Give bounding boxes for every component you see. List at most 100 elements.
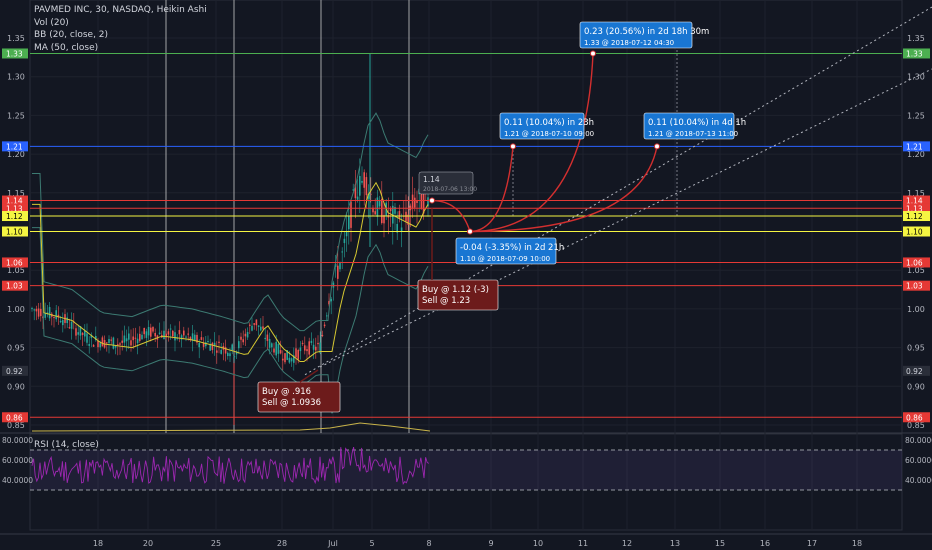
level-tag-left xyxy=(2,203,28,214)
candle-body xyxy=(343,238,346,244)
target-mid-callout-box xyxy=(499,112,585,140)
candle-body xyxy=(365,177,368,196)
candle-body xyxy=(141,334,143,340)
candle-body xyxy=(337,265,339,279)
trend-line xyxy=(319,68,932,368)
candle-body xyxy=(77,332,79,335)
level-tag-right xyxy=(903,412,930,423)
rsi-tick-right: 80.0000 xyxy=(905,436,932,445)
candle-body xyxy=(37,308,40,317)
candle-body xyxy=(400,227,403,232)
candle-body xyxy=(123,335,126,343)
candle-body xyxy=(55,310,57,320)
candle-body xyxy=(92,344,95,347)
candle-body xyxy=(174,332,176,341)
price-tick-right: 1.35 xyxy=(907,34,925,43)
price-tick-left: 1.00 xyxy=(7,305,25,314)
candle-body xyxy=(381,198,383,224)
candle-body xyxy=(169,328,172,330)
time-tick: 11 xyxy=(578,539,588,548)
candle-body xyxy=(416,200,418,203)
candle-body xyxy=(414,197,416,208)
candle-body xyxy=(183,330,185,336)
candle-body xyxy=(271,343,273,348)
candle-body xyxy=(136,338,139,344)
candle-body xyxy=(101,337,104,347)
projection-arc xyxy=(469,53,594,233)
rsi-legend: RSI (14, close) xyxy=(34,440,99,450)
candle-body xyxy=(354,184,357,199)
candle-body xyxy=(48,306,51,319)
candle-body xyxy=(44,313,46,318)
price-tick-left: 1.05 xyxy=(7,266,25,275)
level-tag-left xyxy=(2,226,28,237)
candle-body xyxy=(411,194,414,209)
candle-body xyxy=(57,314,60,318)
price-tick-left: 1.25 xyxy=(7,111,25,120)
candle-body xyxy=(341,251,343,253)
candle-body xyxy=(152,327,154,332)
candle-body xyxy=(407,214,409,225)
candle-body xyxy=(53,317,55,319)
candle-body xyxy=(231,344,233,351)
candle-body xyxy=(370,193,372,195)
candle-body xyxy=(273,348,275,353)
price-label-value: 1.14 xyxy=(423,175,440,184)
dip-callout-box xyxy=(455,237,557,265)
candle-body xyxy=(389,208,392,212)
target-top-callout-line2: 1.33 @ 2018-07-12 04:30 xyxy=(584,39,674,47)
candle-body xyxy=(35,308,38,312)
candle-body xyxy=(242,339,244,343)
candle-body xyxy=(99,343,101,348)
anchor-point xyxy=(654,143,660,150)
time-tick: 20 xyxy=(143,539,153,548)
level-tag-left xyxy=(2,141,28,152)
level-tag-right xyxy=(903,257,930,268)
candle-body xyxy=(330,298,332,302)
candle-body xyxy=(282,358,284,361)
candle-body xyxy=(134,337,137,339)
candle-body xyxy=(119,343,121,345)
price-tick-left: 1.15 xyxy=(7,189,25,198)
level-tag-left-text: 1.33 xyxy=(6,49,23,58)
projection-arc xyxy=(469,146,514,233)
time-tick: 10 xyxy=(533,539,543,548)
time-tick: 12 xyxy=(622,539,632,548)
candle-body xyxy=(81,332,84,335)
candle-body xyxy=(427,197,429,207)
level-tag-left-text: 0.86 xyxy=(6,413,23,422)
price-tick-left: 0.90 xyxy=(7,382,25,391)
candle-body xyxy=(332,282,335,288)
time-tick: Jul xyxy=(327,539,338,548)
level-tag-left xyxy=(2,257,28,268)
candle-body xyxy=(299,347,302,352)
target-right-callout-line2: 1.21 @ 2018-07-13 11:00 xyxy=(648,130,738,138)
price-tick-right: 1.05 xyxy=(907,266,925,275)
level-tag-right xyxy=(903,226,930,237)
buy-sell-2-line1: Buy @ 1.12 (-3) xyxy=(422,285,489,295)
time-tick: 5 xyxy=(369,539,374,548)
candle-body xyxy=(75,328,77,336)
price-tick-right: 0.95 xyxy=(907,344,925,353)
candle-body xyxy=(295,348,297,358)
candle-body xyxy=(422,192,425,214)
price-label-box xyxy=(418,171,474,195)
candle-body xyxy=(348,216,350,230)
rsi-tick-left: 40.0000 xyxy=(2,476,33,485)
candle-body xyxy=(114,345,117,348)
time-tick: 18 xyxy=(852,539,862,548)
level-tag-left xyxy=(2,280,28,291)
candle-body xyxy=(158,332,161,334)
buy-sell-2-box xyxy=(417,279,499,311)
candle-body xyxy=(229,353,231,357)
target-right-callout-line1: 0.11 (10.04%) in 4d 1h xyxy=(648,118,746,128)
candle-body xyxy=(235,351,238,355)
level-tag-left-text: 1.12 xyxy=(6,212,23,221)
anchor-point xyxy=(590,50,596,57)
time-tick: 8 xyxy=(426,539,431,548)
buy-sell-1-pointer xyxy=(299,369,319,383)
candle-body xyxy=(376,197,379,217)
candle-body xyxy=(301,342,304,344)
level-tag-left-text: 1.03 xyxy=(6,282,23,291)
